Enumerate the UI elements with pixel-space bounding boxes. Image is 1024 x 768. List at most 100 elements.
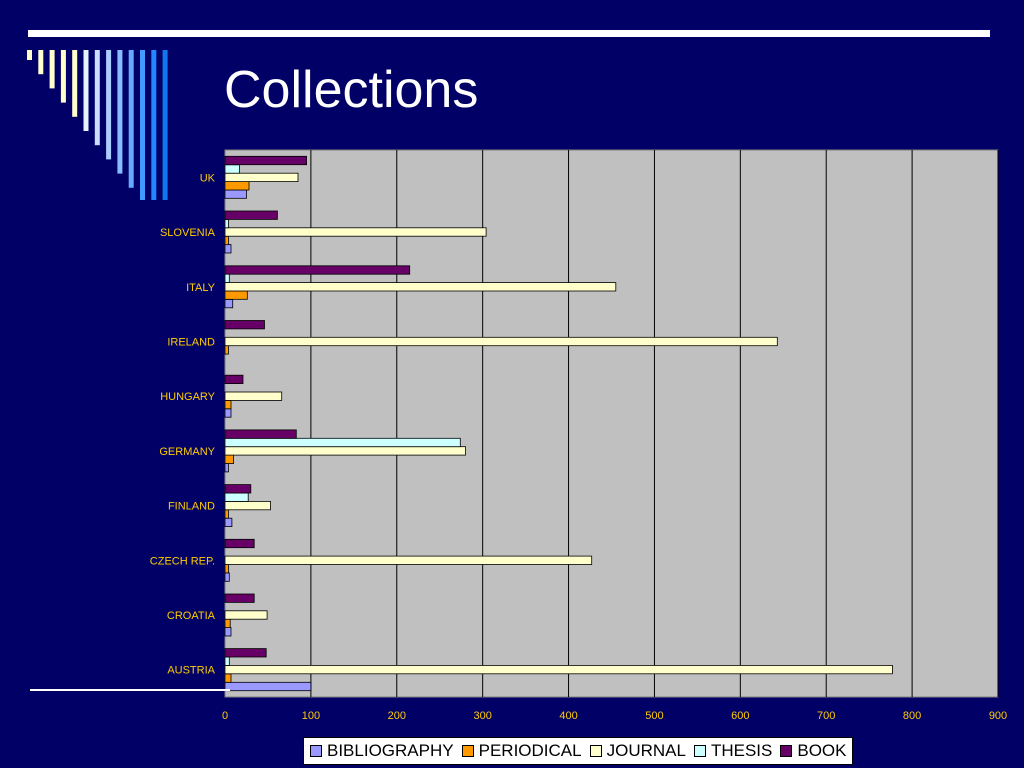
plot-area (224, 149, 999, 698)
bar (224, 492, 249, 502)
bar (224, 282, 617, 292)
bar (224, 572, 230, 582)
bar (224, 665, 893, 675)
bar (224, 298, 234, 309)
bar (224, 374, 244, 385)
chart-legend: BIBLIOGRAPHY PERIODICAL JOURNAL THESIS BOOK (303, 737, 854, 765)
bar (224, 164, 241, 174)
bar (224, 656, 230, 666)
legend-swatch (461, 745, 474, 757)
bottom-rule (30, 689, 230, 691)
decorative-bar (83, 50, 89, 131)
legend-label: BOOK (797, 741, 847, 760)
decorative-bar (151, 50, 157, 200)
title-top-rule (28, 30, 990, 37)
x-tick-label: 700 (817, 710, 835, 722)
decorative-bar (140, 50, 145, 200)
decorative-bar (106, 50, 112, 160)
bar (224, 463, 229, 473)
category-label: CZECH REP. (150, 555, 215, 567)
bar (224, 265, 411, 275)
slide-title: Collections (224, 61, 479, 119)
x-tick-label: 300 (473, 710, 491, 722)
decorative-bars (27, 50, 168, 200)
bar (224, 555, 593, 565)
category-label: GERMANY (159, 446, 215, 458)
decorative-bar (94, 50, 100, 146)
bar (224, 618, 231, 629)
x-tick-label: 800 (903, 710, 921, 722)
decorative-bar (38, 50, 44, 75)
legend-swatch (780, 745, 793, 757)
bar (224, 484, 252, 494)
bar (224, 399, 232, 410)
decorative-bar (128, 50, 134, 188)
legend-label: THESIS (710, 741, 773, 760)
x-tick-label: 500 (645, 710, 663, 722)
legend-item: BOOK (780, 741, 846, 761)
bar (224, 610, 268, 620)
category-label: ITALY (186, 282, 216, 294)
legend-item: PERIODICAL (461, 741, 582, 761)
bar (224, 673, 232, 683)
x-tick-label: 0 (222, 710, 228, 722)
category-label: IRELAND (167, 336, 215, 348)
legend-label: JOURNAL (606, 741, 686, 760)
bar (224, 429, 297, 439)
bar (224, 227, 487, 237)
bar (224, 155, 307, 166)
bar (224, 408, 232, 418)
decorative-bar (49, 50, 55, 89)
category-label: SLOVENIA (160, 227, 216, 239)
legend-item: BIBLIOGRAPHY (310, 741, 454, 761)
x-tick-label: 900 (989, 710, 1007, 722)
bar (224, 181, 250, 191)
x-tick-label: 200 (388, 710, 406, 722)
bar (224, 500, 271, 511)
bar (224, 235, 229, 246)
x-tick-label: 400 (559, 710, 577, 722)
category-label: CROATIA (167, 610, 216, 622)
bar (224, 564, 229, 574)
decorative-bar (60, 50, 66, 103)
bar (224, 320, 265, 330)
bar-chart: 0 100 200 300 400 500 600 700 800 900 AUSTRIA CROAT… (150, 149, 1007, 722)
bar (224, 290, 248, 300)
x-tick-label: 100 (302, 710, 320, 722)
bar (224, 172, 299, 182)
category-label: HUNGARY (160, 391, 215, 403)
decorative-bar (72, 50, 78, 117)
category-label: FINLAND (168, 501, 215, 513)
bar (224, 437, 461, 448)
bar (224, 189, 247, 199)
bar (224, 509, 229, 519)
bar (224, 210, 278, 220)
bar (224, 627, 232, 637)
decorative-bar (27, 50, 32, 60)
legend-swatch (310, 745, 322, 757)
bar (224, 538, 255, 549)
bar (224, 681, 312, 692)
legend-swatch (589, 745, 602, 757)
bar (224, 648, 267, 658)
category-label: UK (200, 172, 216, 184)
decorative-bar (162, 50, 168, 200)
bar (224, 345, 229, 355)
bar (224, 454, 235, 464)
category-label: AUSTRIA (167, 665, 215, 677)
bar (224, 273, 230, 283)
decorative-bar (117, 50, 123, 174)
legend-item: JOURNAL (589, 741, 686, 761)
legend-item: THESIS (693, 741, 773, 761)
legend-swatch (693, 745, 706, 757)
bar (224, 391, 283, 401)
x-tick-label: 600 (731, 710, 749, 722)
bar (224, 593, 255, 603)
bar (224, 446, 466, 456)
legend-label: BIBLIOGRAPHY (327, 741, 454, 760)
bar (224, 336, 778, 347)
bar (224, 244, 232, 254)
legend-label: PERIODICAL (478, 741, 582, 760)
bar (224, 517, 233, 528)
bar (224, 218, 229, 229)
